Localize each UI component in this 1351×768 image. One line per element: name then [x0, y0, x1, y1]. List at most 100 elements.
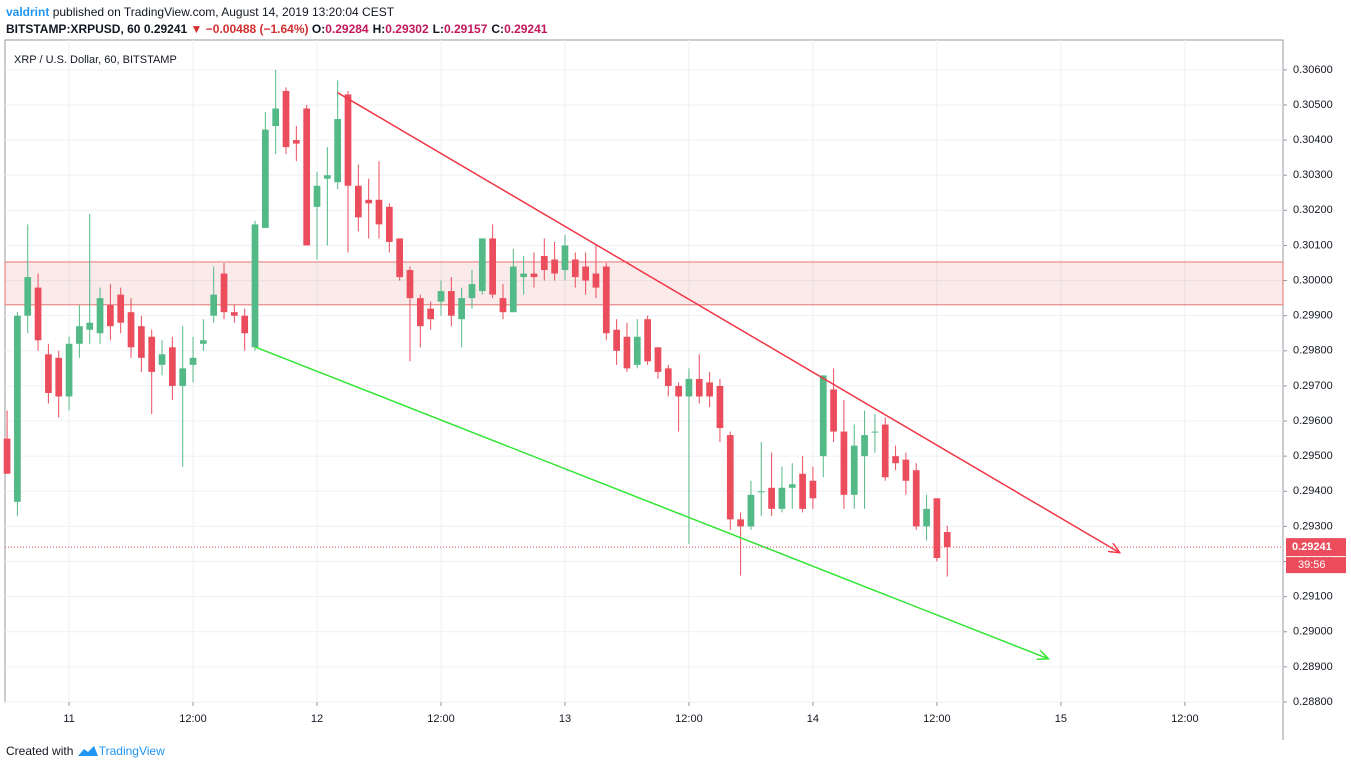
- y-tick-label: 0.30200: [1293, 204, 1333, 216]
- candle-body: [602, 266, 610, 334]
- candle-body: [416, 298, 424, 327]
- candle-body: [3, 438, 11, 474]
- candle-body: [86, 322, 94, 330]
- candle-body: [406, 270, 414, 299]
- candle-body: [169, 347, 176, 386]
- author[interactable]: valdrint: [6, 5, 50, 19]
- y-tick-label: 0.30400: [1293, 134, 1333, 146]
- x-tick-label: 12:00: [675, 713, 703, 725]
- candle-body: [251, 224, 259, 348]
- candle-body: [478, 238, 486, 292]
- candle-body: [138, 326, 145, 358]
- candle-body: [912, 470, 920, 527]
- direction: ▼: [190, 22, 203, 36]
- candle-body: [892, 456, 899, 464]
- candle-body: [592, 273, 600, 288]
- y-tick-label: 0.30500: [1293, 99, 1333, 111]
- candle-body: [644, 319, 651, 362]
- created: Created with: [6, 744, 74, 758]
- candle-body: [809, 480, 817, 499]
- candle-body: [468, 284, 476, 299]
- candle-body: [158, 354, 166, 365]
- candle-body: [551, 259, 558, 274]
- candle-body: [706, 382, 713, 397]
- y-tick-label: 0.29900: [1293, 310, 1333, 322]
- y-tick-label: 0.29000: [1293, 626, 1333, 638]
- candle-body: [778, 487, 786, 509]
- candle-body: [76, 326, 83, 344]
- x-tick-label: 14: [807, 713, 819, 725]
- candle-body: [365, 199, 373, 204]
- candle-body: [613, 329, 620, 351]
- candle-body: [334, 119, 342, 183]
- candle-body: [385, 206, 393, 242]
- ohlc-value: 0.29284: [325, 22, 369, 36]
- candle-body: [55, 357, 63, 397]
- candle-body: [323, 175, 331, 179]
- candle-body: [24, 277, 32, 316]
- ohlc-label: C:: [491, 22, 505, 36]
- y-tick-label: 0.28800: [1293, 696, 1333, 708]
- candle-body: [107, 305, 114, 327]
- symbol: BITSTAMP:XRPUSD, 60: [6, 22, 141, 36]
- candle-body: [799, 473, 806, 509]
- candle-body: [375, 199, 383, 225]
- published: published on TradingView.com, August 14,…: [52, 5, 395, 19]
- candle-body: [675, 385, 682, 397]
- x-tick-label: 12:00: [179, 713, 207, 725]
- candle-body: [458, 298, 466, 320]
- change: −0.00488 (−1.64%): [205, 22, 309, 36]
- candle-body: [902, 459, 910, 481]
- brand[interactable]: TradingView: [98, 744, 165, 758]
- candle-body: [943, 532, 951, 548]
- candle-body: [344, 94, 352, 186]
- candle-body: [292, 140, 300, 144]
- candle-body: [489, 238, 497, 295]
- candle-body: [861, 435, 868, 457]
- y-tick-label: 0.29500: [1293, 450, 1333, 462]
- candle-body: [830, 389, 837, 432]
- candle-body: [923, 508, 930, 527]
- candle-body: [117, 294, 125, 323]
- candle-body: [819, 375, 827, 457]
- candle-body: [241, 315, 249, 334]
- candle-body: [313, 185, 321, 207]
- candle-body: [303, 108, 311, 246]
- symbol-line: BITSTAMP:XRPUSD, 60 0.29241 ▼ −0.00488 (…: [6, 22, 551, 36]
- candle-body: [34, 287, 42, 341]
- candle-body: [933, 498, 941, 559]
- last-price-label: 0.29241: [1292, 541, 1332, 553]
- candle-body: [695, 378, 703, 397]
- ohlc-value: 0.29157: [444, 22, 488, 36]
- candle-body: [179, 368, 187, 386]
- countdown: 39:56: [1298, 559, 1326, 571]
- candle-body: [726, 435, 734, 520]
- y-tick-label: 0.29700: [1293, 380, 1333, 392]
- footer: Created with TradingView: [6, 743, 165, 758]
- candle-body: [437, 291, 445, 302]
- y-tick-label: 0.29600: [1293, 415, 1333, 427]
- ohlc-value: 0.29241: [504, 22, 548, 36]
- y-tick-label: 0.30000: [1293, 274, 1333, 286]
- candle-body: [561, 245, 569, 271]
- logo: [77, 746, 98, 756]
- candle-body: [148, 336, 156, 372]
- ohlc-value: 0.29302: [385, 22, 429, 36]
- y-tick-label: 0.30600: [1293, 64, 1333, 76]
- y-tick-label: 0.29100: [1293, 591, 1333, 603]
- ohlc-label: H:: [372, 22, 386, 36]
- ohlc-label: L:: [432, 22, 444, 36]
- candle-body: [220, 273, 228, 313]
- ohlc-label: O:: [311, 22, 326, 36]
- candle-body: [354, 185, 362, 218]
- candle-body: [509, 266, 517, 313]
- candle-body: [747, 494, 755, 527]
- candle-body: [850, 445, 858, 495]
- candle-body: [261, 129, 269, 228]
- candle-body: [582, 266, 589, 281]
- candle-body: [499, 298, 507, 313]
- candle-body: [768, 487, 775, 509]
- candle-body: [757, 491, 765, 493]
- candle-body: [716, 385, 724, 429]
- candle-body: [623, 336, 631, 369]
